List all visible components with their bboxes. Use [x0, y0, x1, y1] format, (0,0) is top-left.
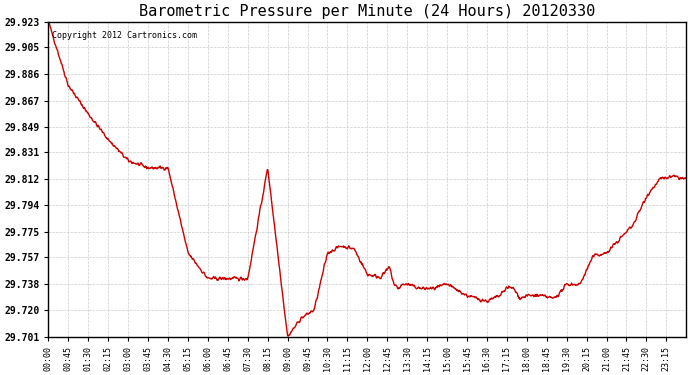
Title: Barometric Pressure per Minute (24 Hours) 20120330: Barometric Pressure per Minute (24 Hours…: [139, 4, 595, 19]
Text: Copyright 2012 Cartronics.com: Copyright 2012 Cartronics.com: [52, 31, 197, 40]
